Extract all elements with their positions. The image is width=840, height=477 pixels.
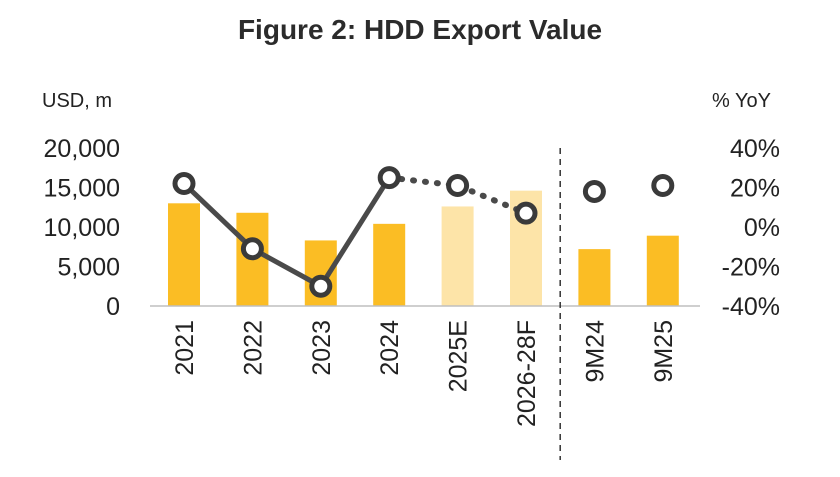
x-tick-label: 2021 bbox=[171, 320, 199, 376]
right-tick-label: 40% bbox=[730, 135, 780, 163]
left-tick-label: 10,000 bbox=[44, 214, 120, 242]
yoy-marker-2021 bbox=[172, 172, 196, 196]
x-tick-label: 9M25 bbox=[650, 320, 678, 383]
x-tick-label: 2026-28F bbox=[513, 320, 541, 427]
left-tick-label: 20,000 bbox=[44, 135, 120, 163]
yoy-marker-9m24 bbox=[582, 179, 606, 203]
yoy-line-solid bbox=[181, 175, 392, 289]
bar-2025e bbox=[441, 206, 474, 306]
yoy-marker-2024 bbox=[377, 166, 401, 190]
left-tick-label: 15,000 bbox=[44, 175, 120, 203]
right-axis-label: % YoY bbox=[712, 90, 771, 112]
tick-labels: 20,000 15,000 10,000 5,000 0 40% 20% 0% -20% -40% bbox=[44, 135, 780, 321]
x-tick-label: 9M24 bbox=[581, 320, 609, 383]
right-tick-label: -40% bbox=[722, 293, 780, 321]
left-axis-label: USD, m bbox=[42, 90, 112, 112]
x-tick-label: 2023 bbox=[308, 320, 336, 376]
yoy-marker-2023 bbox=[309, 274, 333, 298]
bar-2021 bbox=[168, 203, 200, 306]
right-tick-label: 0% bbox=[744, 214, 780, 242]
x-tick-labels: 2021 2022 2023 2024 2025E 2026-28F 9M24 9M25 bbox=[171, 320, 678, 427]
yoy-line-series bbox=[181, 174, 529, 289]
right-tick-label: 20% bbox=[730, 175, 780, 203]
axes bbox=[150, 148, 700, 460]
left-tick-label: 0 bbox=[106, 293, 120, 321]
yoy-line-dotted bbox=[386, 174, 529, 217]
bar-2024 bbox=[373, 223, 406, 306]
bar-9m25 bbox=[646, 235, 679, 306]
yoy-marker-9m25 bbox=[651, 174, 675, 198]
x-tick-label: 2022 bbox=[239, 320, 267, 376]
bar-series bbox=[168, 190, 679, 306]
x-tick-label: 2025E bbox=[445, 320, 473, 392]
yoy-markers bbox=[172, 166, 675, 298]
right-tick-label: -20% bbox=[722, 254, 780, 282]
chart-title: Figure 2: HDD Export Value bbox=[237, 14, 603, 45]
yoy-marker-2025e bbox=[446, 174, 470, 198]
left-tick-label: 5,000 bbox=[57, 254, 120, 282]
yoy-marker-2022 bbox=[240, 237, 264, 261]
x-tick-label: 2024 bbox=[376, 320, 404, 376]
bar-9m24 bbox=[578, 249, 611, 306]
yoy-marker-2026-28f bbox=[514, 201, 538, 225]
